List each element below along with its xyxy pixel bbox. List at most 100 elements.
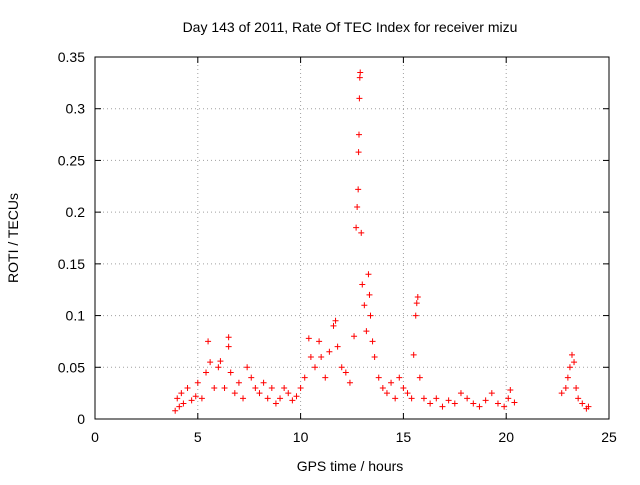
data-point: [464, 395, 471, 402]
data-point: [366, 291, 373, 298]
data-point: [194, 379, 201, 386]
data-point: [252, 384, 259, 391]
data-point: [361, 302, 368, 309]
data-point: [571, 359, 578, 366]
data-point: [410, 351, 417, 358]
data-point: [355, 149, 362, 156]
data-point: [351, 333, 358, 340]
data-point: [457, 390, 464, 397]
data-point: [488, 390, 495, 397]
data-point: [207, 359, 214, 366]
data-point: [507, 387, 514, 394]
data-point: [178, 390, 185, 397]
data-point: [192, 393, 199, 400]
data-point: [268, 384, 275, 391]
data-point: [330, 322, 337, 329]
data-point: [404, 390, 411, 397]
data-point: [217, 358, 224, 365]
data-point: [396, 374, 403, 381]
data-point: [244, 364, 251, 371]
y-tick-label: 0.25: [58, 152, 85, 168]
axis-ticks: 0 0.05 0.1 0.15 0.2 0.25 0.3 0.35 0 5 10 15 20 25: [58, 49, 617, 445]
data-point: [579, 400, 586, 407]
data-point: [231, 390, 238, 397]
data-point: [451, 400, 458, 407]
data-point: [365, 271, 372, 278]
data-point: [354, 203, 361, 210]
data-point: [172, 407, 179, 414]
data-point: [445, 397, 452, 404]
y-axis-label: ROTI / TECUs: [5, 193, 21, 283]
x-tick-label: 0: [91, 429, 99, 445]
x-tick-label: 10: [293, 429, 309, 445]
data-point: [332, 317, 339, 324]
data-point: [225, 334, 232, 341]
data-point: [379, 384, 386, 391]
data-point: [240, 395, 247, 402]
data-point: [215, 364, 222, 371]
y-tick-label: 0.35: [58, 49, 85, 65]
data-point: [494, 400, 501, 407]
data-point: [198, 395, 205, 402]
y-tick-label: 0: [77, 411, 85, 427]
x-tick-label: 20: [498, 429, 514, 445]
data-point: [355, 131, 362, 138]
data-point: [184, 384, 191, 391]
data-point: [176, 403, 183, 410]
data-point: [568, 351, 575, 358]
data-point: [501, 403, 508, 410]
data-point: [203, 369, 210, 376]
chart-title: Day 143 of 2011, Rate Of TEC Index for r…: [183, 19, 518, 35]
grid-lines: [95, 57, 609, 419]
data-point: [174, 395, 181, 402]
data-point: [205, 338, 212, 345]
data-point: [188, 397, 195, 404]
y-tick-label: 0.1: [66, 308, 86, 324]
data-point: [289, 397, 296, 404]
data-point: [305, 335, 312, 342]
data-point: [272, 400, 279, 407]
data-point: [316, 338, 323, 345]
data-point: [416, 374, 423, 381]
y-tick-label: 0.15: [58, 256, 85, 272]
data-point: [281, 384, 288, 391]
data-point: [221, 384, 228, 391]
data-point: [318, 353, 325, 360]
data-point: [211, 384, 218, 391]
data-point: [260, 379, 267, 386]
y-tick-label: 0.05: [58, 359, 85, 375]
data-point: [400, 384, 407, 391]
x-axis-label: GPS time / hours: [297, 458, 404, 474]
data-point: [301, 374, 308, 381]
data-point: [369, 338, 376, 345]
data-point: [575, 395, 582, 402]
data-point: [322, 374, 329, 381]
data-point: [585, 403, 592, 410]
data-point: [439, 403, 446, 410]
data-point: [256, 390, 263, 397]
data-point: [353, 224, 360, 231]
data-point: [505, 395, 512, 402]
data-point: [413, 300, 420, 307]
data-point: [356, 95, 363, 102]
data-point: [482, 397, 489, 404]
data-points: [172, 69, 592, 414]
data-point: [388, 379, 395, 386]
data-point: [277, 395, 284, 402]
data-point: [427, 400, 434, 407]
data-point: [412, 312, 419, 319]
data-point: [414, 293, 421, 300]
data-point: [375, 374, 382, 381]
x-tick-label: 15: [396, 429, 412, 445]
data-point: [334, 343, 341, 350]
data-point: [311, 364, 318, 371]
x-tick-label: 25: [601, 429, 617, 445]
data-point: [359, 281, 366, 288]
data-point: [307, 353, 314, 360]
data-point: [564, 374, 571, 381]
x-tick-label: 5: [194, 429, 202, 445]
data-point: [562, 384, 569, 391]
data-point: [225, 343, 232, 350]
y-tick-label: 0.2: [66, 204, 86, 220]
